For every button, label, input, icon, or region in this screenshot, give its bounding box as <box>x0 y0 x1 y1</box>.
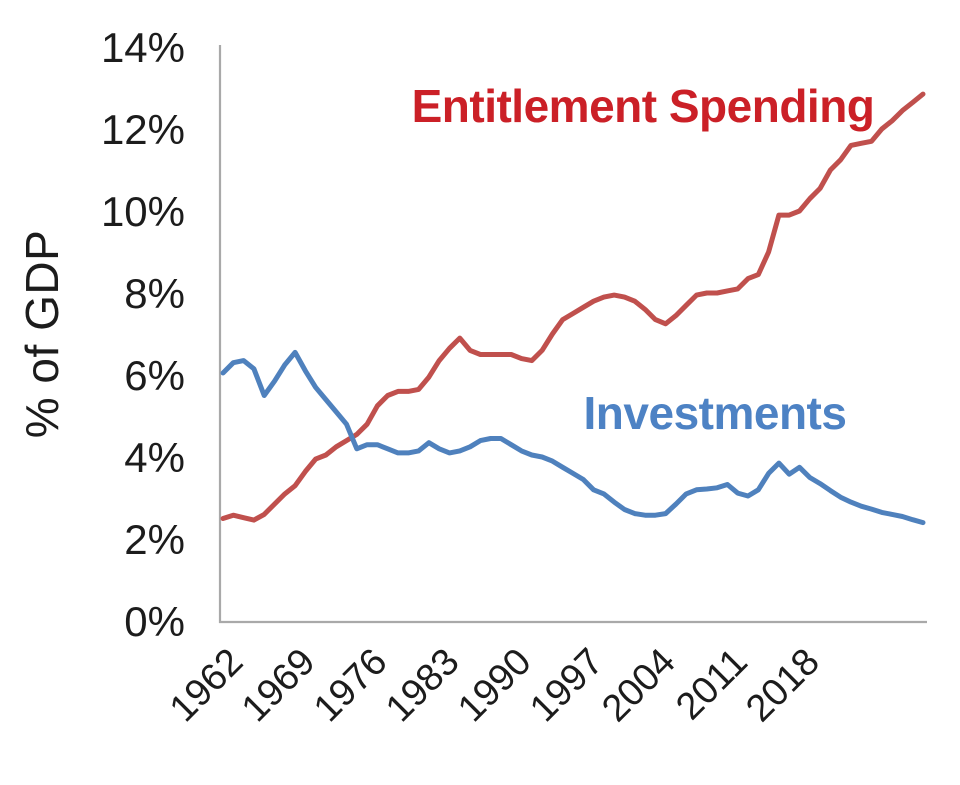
x-tick-label-1962: 1962 <box>162 641 251 730</box>
x-tick-label-1990: 1990 <box>450 641 539 730</box>
axes <box>218 45 927 624</box>
y-tick-label-6%: 6% <box>124 352 185 399</box>
x-tick-label-1997: 1997 <box>522 641 611 730</box>
series-line-entitlement-spending <box>220 91 926 523</box>
y-axis-tick-labels: 0% 2% 4% 6% 8% 10% 12% 14% <box>101 24 185 645</box>
x-tick-label-1976: 1976 <box>306 641 395 730</box>
x-tick-label-2011: 2011 <box>668 641 755 728</box>
x-tick-label-2004: 2004 <box>594 641 683 730</box>
y-tick-label-8%: 8% <box>124 270 185 317</box>
y-tick-label-2%: 2% <box>124 516 185 563</box>
y-tick-label-14%: 14% <box>101 24 185 71</box>
x-tick-label-1983: 1983 <box>378 641 467 730</box>
y-axis-title: % of GDP <box>16 230 68 439</box>
series-label-entitlement-spending: Entitlement Spending <box>412 80 875 132</box>
y-tick-label-10%: 10% <box>101 188 185 235</box>
series-line-investments <box>220 349 926 526</box>
y-tick-label-0%: 0% <box>124 598 185 645</box>
y-tick-label-4%: 4% <box>124 434 185 481</box>
x-tick-label-2018: 2018 <box>738 641 827 730</box>
series-label-investments: Investments <box>584 387 847 439</box>
y-tick-label-12%: 12% <box>101 106 185 153</box>
x-tick-label-1969: 1969 <box>234 641 323 730</box>
